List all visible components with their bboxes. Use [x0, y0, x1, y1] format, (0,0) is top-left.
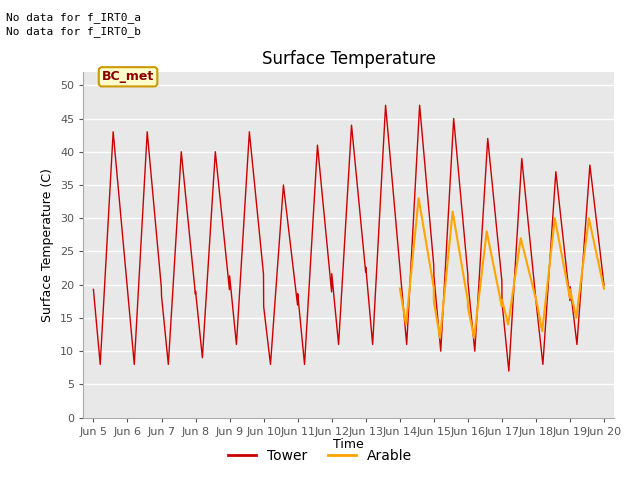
Tower: [307, 246, 315, 252]
Tower: [90, 287, 97, 292]
Tower: [505, 368, 513, 374]
Y-axis label: Surface Temperature (C): Surface Temperature (C): [42, 168, 54, 322]
Tower: [600, 282, 608, 288]
Arable: [423, 245, 431, 251]
Tower: [591, 200, 598, 205]
Text: No data for f̲IRT0̲b: No data for f̲IRT0̲b: [6, 26, 141, 37]
Text: BC_met: BC_met: [102, 70, 154, 84]
Arable: [431, 302, 438, 308]
Tower: [178, 156, 186, 161]
Tower: [536, 329, 543, 335]
Title: Surface Temperature: Surface Temperature: [262, 49, 436, 68]
Line: Tower: Tower: [93, 105, 604, 371]
Arable: [396, 286, 404, 291]
X-axis label: Time: Time: [333, 438, 364, 451]
Arable: [485, 239, 493, 244]
Tower: [148, 178, 156, 183]
Arable: [465, 310, 473, 315]
Text: No data for f_IRT0_a: No data for f_IRT0_a: [6, 12, 141, 23]
Arable: [508, 297, 516, 303]
Arable: [415, 195, 422, 201]
Line: Arable: Arable: [400, 198, 604, 338]
Arable: [504, 319, 511, 324]
Arable: [436, 335, 444, 341]
Arable: [600, 286, 608, 291]
Legend: Tower, Arable: Tower, Arable: [223, 443, 417, 468]
Tower: [285, 231, 293, 237]
Tower: [381, 102, 389, 108]
